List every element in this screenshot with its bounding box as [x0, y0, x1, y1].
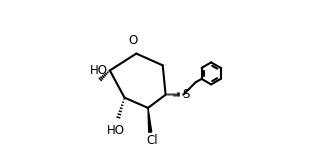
Text: Cl: Cl — [147, 134, 158, 147]
Text: HO: HO — [90, 64, 108, 77]
Text: HO: HO — [107, 124, 125, 137]
Text: S: S — [182, 88, 189, 101]
Polygon shape — [148, 108, 152, 132]
Text: O: O — [129, 34, 138, 47]
